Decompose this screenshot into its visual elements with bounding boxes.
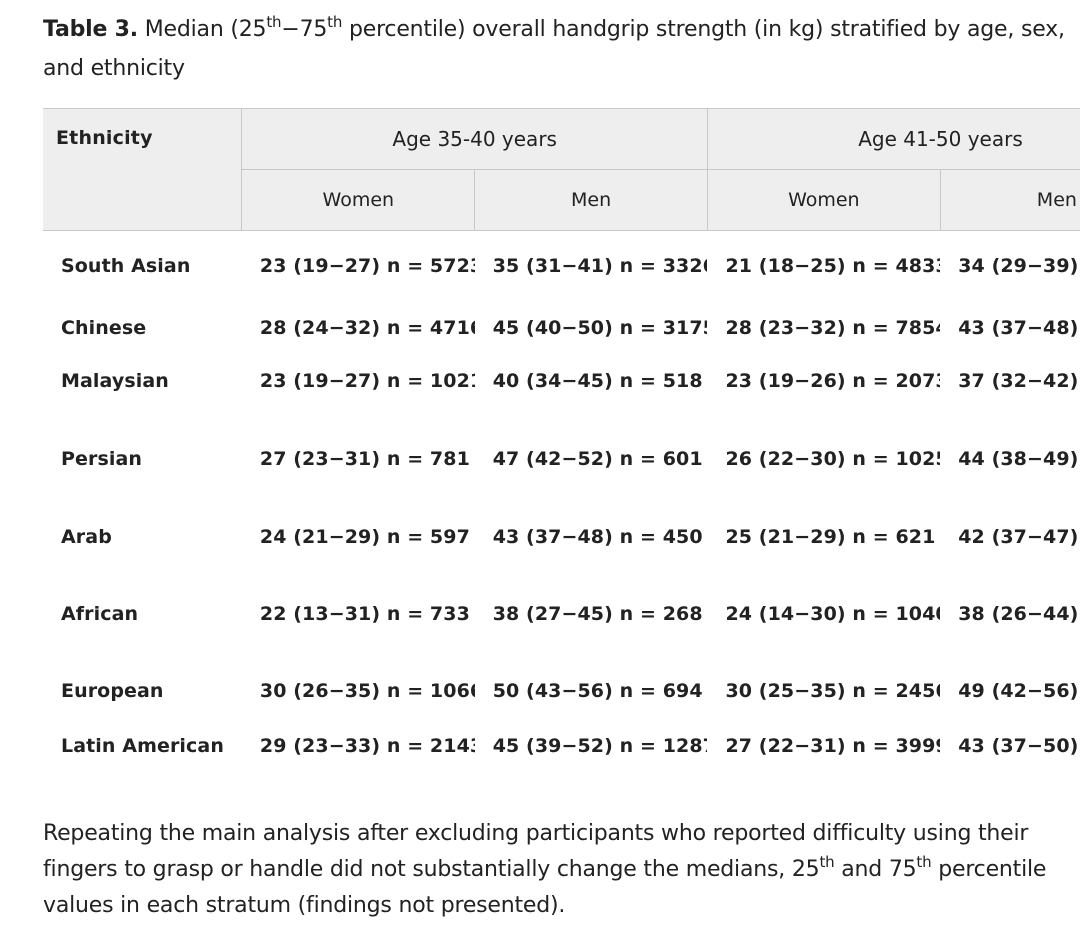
value-cell: 29 (23−33) n = 2143 <box>241 717 475 773</box>
ethnicity-cell: Latin American <box>43 717 242 773</box>
value-cell: 45 (40−50) n = 3175 <box>492 317 708 339</box>
caption-text: −75 <box>281 17 328 42</box>
value-cell: 23 (19−26) n = 2073 <box>725 370 941 392</box>
table-row: Malaysian 23 (19−27) n = 1021 40 (34−45)… <box>43 355 1080 408</box>
value-cell: 21 (18−25) n = 4833 <box>725 255 941 278</box>
age-group-header: Age 41-50 years <box>706 108 1080 170</box>
table-row: Arab 24 (21−29) n = 597 43 (37−48) n = 4… <box>43 511 1080 564</box>
value-cell: 49 (42−56) n = 1 <box>958 680 1080 702</box>
value-cell: 43 (37−48) n = 450 <box>492 526 703 548</box>
value-cell: 45 (39−52) n = 1287 <box>474 717 708 773</box>
value-cell: 43 (37−50) n = 2 <box>940 717 1080 773</box>
value-cell: 37 (32−42) n = 1 <box>958 370 1080 392</box>
ethnicity-cell: Chinese <box>61 317 147 339</box>
table-row: African 22 (13−31) n = 733 38 (27−45) n … <box>43 564 1080 665</box>
value-cell: 47 (42−52) n = 601 <box>492 448 703 470</box>
sex-column-header: Men <box>474 169 708 231</box>
value-cell: 22 (13−31) n = 733 <box>259 603 470 625</box>
value-cell: 23 (19−27) n = 5723 <box>259 255 475 278</box>
table-row: European 30 (26−35) n = 1066 50 (43−56) … <box>43 665 1080 718</box>
caption-text: percentile) overall handgrip strength (i… <box>43 17 1065 81</box>
table-row: Latin American 29 (23−33) n = 2143 45 (3… <box>43 717 1080 773</box>
value-cell: 24 (21−29) n = 597 <box>259 526 470 548</box>
sex-column-header: Women <box>241 169 475 231</box>
value-cell: 43 (37−48) n = 5 <box>958 317 1080 339</box>
paragraph-text: and 75 <box>834 857 917 882</box>
handgrip-table: Ethnicity Age 35-40 years Age 41-50 year… <box>43 108 1080 773</box>
paragraph-text: percentile values in each stratum (findi… <box>43 857 1047 918</box>
value-cell: 24 (14−30) n = 1040 <box>725 603 941 625</box>
value-cell: 28 (23−32) n = 7854 <box>725 317 941 339</box>
value-cell: 44 (38−49) n = 7 <box>958 448 1080 470</box>
caption-superscript: th <box>266 12 282 31</box>
table-row: Persian 27 (23−31) n = 781 47 (42−52) n … <box>43 408 1080 511</box>
ethnicity-column-header: Ethnicity <box>43 108 242 231</box>
value-cell: 50 (43−56) n = 694 <box>492 680 703 702</box>
paragraph-text: Repeating the main analysis after exclud… <box>43 821 1029 882</box>
sex-column-header: Women <box>706 169 941 231</box>
value-cell: 30 (25−35) n = 2456 <box>725 680 941 702</box>
table-row: South Asian 23 (19−27) n = 5723 35 (31−4… <box>43 231 1080 302</box>
paragraph-superscript: th <box>819 852 835 871</box>
table-label: Table 3. <box>43 17 138 42</box>
ethnicity-cell: Malaysian <box>61 370 169 392</box>
value-cell: 40 (34−45) n = 518 <box>492 370 703 392</box>
value-cell: 27 (22−31) n = 3999 <box>707 717 941 773</box>
paragraph-superscript: th <box>916 852 932 871</box>
ethnicity-cell: Persian <box>61 448 143 470</box>
ethnicity-cell: European <box>61 680 164 702</box>
table-row: Chinese 28 (24−32) n = 4716 45 (40−50) n… <box>43 302 1080 355</box>
value-cell: 27 (23−31) n = 781 <box>259 448 470 470</box>
value-cell: 38 (26−44) n = 4 <box>958 603 1080 625</box>
value-cell: 34 (29−39) n = 3 <box>958 255 1080 278</box>
age-group-header: Age 35-40 years <box>241 108 708 170</box>
value-cell: 42 (37−47) n = 4 <box>958 526 1080 548</box>
table-container[interactable]: Ethnicity Age 35-40 years Age 41-50 year… <box>43 108 1080 773</box>
value-cell: 28 (24−32) n = 4716 <box>259 317 475 339</box>
caption-text: Median (25 <box>137 17 267 42</box>
value-cell: 25 (21−29) n = 621 <box>725 526 936 548</box>
value-cell: 38 (27−45) n = 268 <box>492 603 703 625</box>
table-caption: Table 3. Median (25th−75th percentile) o… <box>43 10 1073 88</box>
caption-superscript: th <box>327 12 343 31</box>
ethnicity-cell: African <box>61 603 139 625</box>
ethnicity-cell: Arab <box>61 526 112 548</box>
value-cell: 30 (26−35) n = 1066 <box>259 680 475 702</box>
value-cell: 35 (31−41) n = 3326 <box>492 255 708 278</box>
sex-column-header: Men <box>939 169 1080 231</box>
value-cell: 23 (19−27) n = 1021 <box>259 370 475 392</box>
ethnicity-cell: South Asian <box>61 255 191 278</box>
value-cell: 26 (22−30) n = 1025 <box>725 448 941 470</box>
body-paragraph: Repeating the main analysis after exclud… <box>43 816 1073 924</box>
